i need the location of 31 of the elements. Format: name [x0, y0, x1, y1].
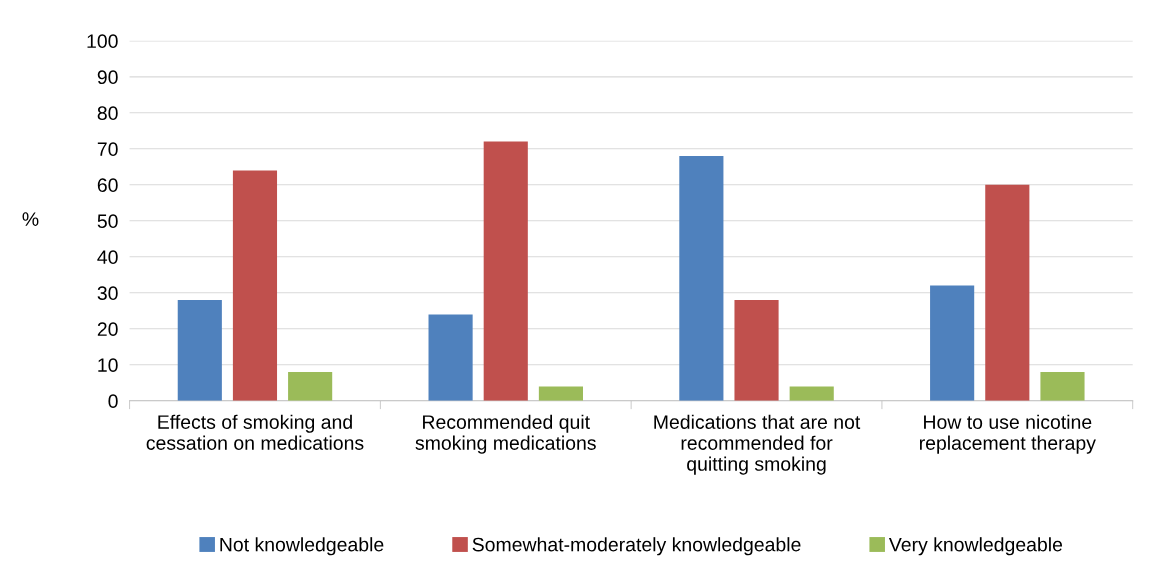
- legend-label: Not knowledgeable: [220, 537, 384, 556]
- y-tick-label: 50: [97, 214, 118, 229]
- y-tick-label: 40: [97, 250, 118, 265]
- legend-label: Very knowledgeable: [888, 537, 1063, 556]
- y-tick-label: 70: [97, 142, 118, 157]
- y-tick-label: 90: [97, 70, 118, 85]
- y-tick-label: 60: [97, 178, 118, 193]
- y-tick-label: 30: [97, 286, 118, 301]
- y-tick-label: 20: [97, 322, 118, 337]
- x-tick-label: Recommended quit smoking medications: [415, 414, 596, 454]
- x-tick-label: How to use nicotine replacement therapy: [919, 414, 1096, 454]
- x-tick-label: Medications that are not recommended for quitting smoking: [654, 414, 861, 475]
- y-tick-label: 100: [87, 34, 118, 49]
- y-axis-title: %: [22, 212, 39, 226]
- bar: [985, 184, 1030, 401]
- bar: [538, 386, 583, 401]
- bar: [428, 314, 473, 401]
- bar: [789, 386, 834, 401]
- bar: [177, 299, 222, 401]
- bar: [483, 141, 528, 401]
- bar: [930, 285, 975, 401]
- bar: [734, 299, 779, 401]
- legend-label: Somewhat-moderately knowledgeable: [472, 537, 801, 556]
- bar: [1040, 371, 1085, 401]
- x-tick-label: Effects of smoking and cessation on medications: [146, 414, 364, 450]
- bar: [288, 371, 333, 401]
- y-tick-label: 80: [97, 106, 118, 121]
- bar: [679, 156, 724, 401]
- y-tick-label: 0: [108, 394, 118, 409]
- bar: [232, 170, 278, 401]
- y-tick-label: 10: [98, 358, 118, 373]
